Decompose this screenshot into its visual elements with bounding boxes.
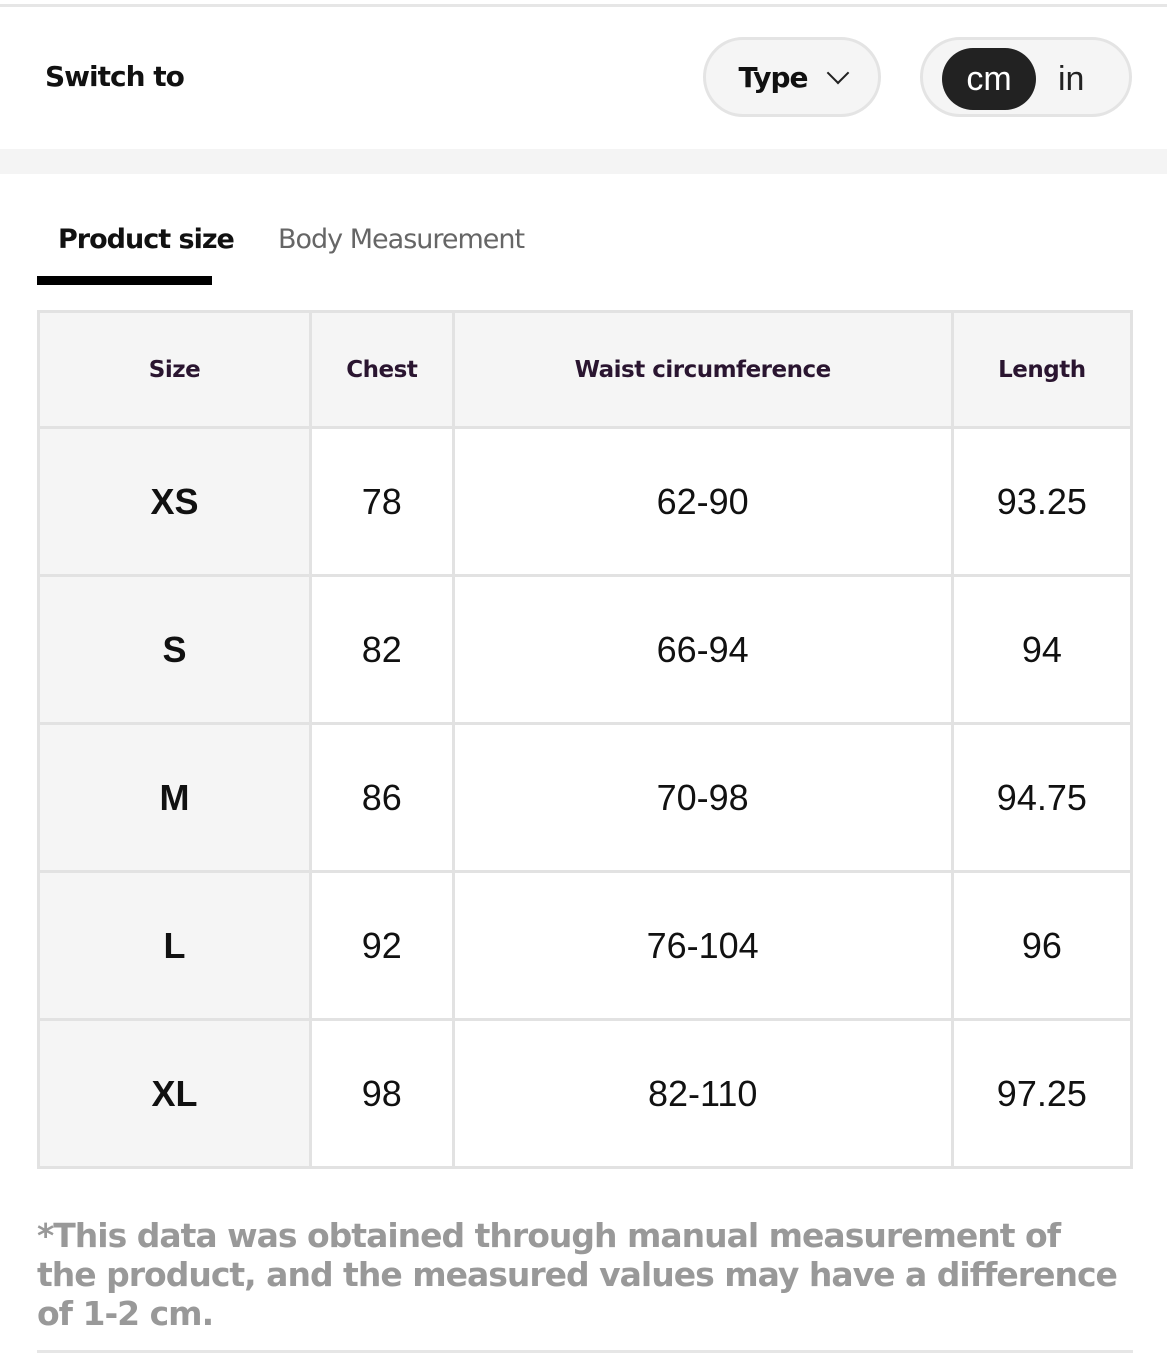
size-cell: S	[37, 574, 312, 725]
waist-cell: 76-104	[451, 870, 954, 1021]
waist-cell: 62-90	[451, 426, 954, 577]
size-table: Size Chest Waist circumference Length XS…	[37, 310, 1134, 1169]
table-row: S 82 66-94 94	[37, 574, 1134, 725]
size-cell: M	[37, 722, 312, 873]
column-header: Length	[950, 310, 1134, 429]
waist-cell: 66-94	[451, 574, 954, 725]
tab-product-size[interactable]: Product size	[58, 224, 235, 255]
type-label: Type	[738, 60, 808, 94]
size-cell: XS	[37, 426, 312, 577]
table-row: M 86 70-98 94.75	[37, 722, 1134, 873]
tab-body-measurement[interactable]: Body Measurement	[278, 224, 525, 255]
active-tab-indicator	[37, 276, 212, 285]
size-cell: L	[37, 870, 312, 1021]
length-cell: 96	[950, 870, 1134, 1021]
chest-cell: 78	[309, 426, 455, 577]
length-cell: 94	[950, 574, 1134, 725]
unit-toggle[interactable]: cm in	[920, 37, 1132, 117]
column-header: Waist circumference	[451, 310, 954, 429]
size-cell: XL	[37, 1018, 312, 1169]
section-separator	[0, 149, 1167, 174]
column-header: Chest	[309, 310, 455, 429]
chest-cell: 98	[309, 1018, 455, 1169]
table-row: L 92 76-104 96	[37, 870, 1134, 1021]
table-row: XS 78 62-90 93.25	[37, 426, 1134, 577]
length-cell: 93.25	[950, 426, 1134, 577]
chest-cell: 82	[309, 574, 455, 725]
unit-in-option[interactable]: in	[1058, 59, 1085, 98]
measurement-note: *This data was obtained through manual m…	[37, 1216, 1118, 1333]
chevron-down-icon	[826, 61, 849, 85]
unit-cm-option[interactable]: cm	[942, 48, 1036, 110]
type-dropdown[interactable]: Type	[703, 37, 881, 117]
chest-cell: 86	[309, 722, 455, 873]
waist-cell: 82-110	[451, 1018, 954, 1169]
column-header: Size	[37, 310, 312, 429]
chest-cell: 92	[309, 870, 455, 1021]
divider	[37, 1350, 1133, 1353]
length-cell: 94.75	[950, 722, 1134, 873]
table-row: XL 98 82-110 97.25	[37, 1018, 1134, 1169]
table-header-row: Size Chest Waist circumference Length	[37, 310, 1134, 429]
switch-to-label: Switch to	[45, 60, 185, 93]
waist-cell: 70-98	[451, 722, 954, 873]
length-cell: 97.25	[950, 1018, 1134, 1169]
divider	[0, 4, 1167, 7]
